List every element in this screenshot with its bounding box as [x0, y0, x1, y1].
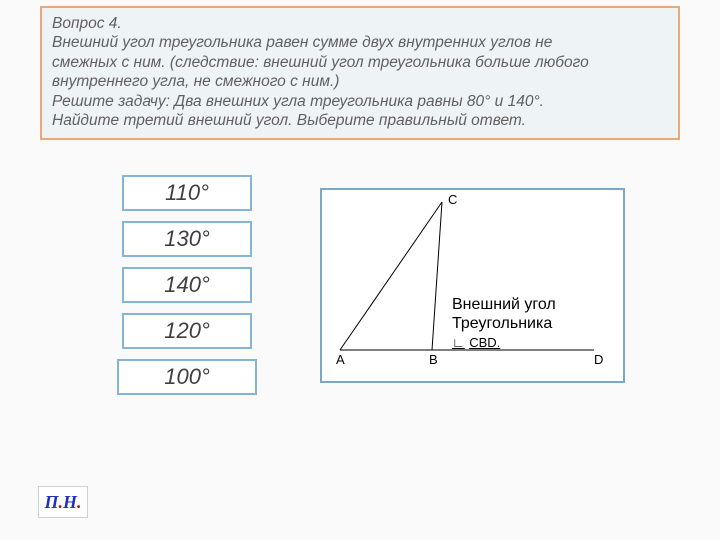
question-title: Вопрос 4. — [52, 15, 122, 32]
svg-text:A: A — [336, 352, 345, 367]
question-line-0: Внешний угол треугольника равен сумме дв… — [52, 34, 552, 51]
caption-line-1: Треугольника — [452, 315, 552, 332]
caption-line-0: Внешний угол — [452, 296, 556, 313]
diagram-box: A B C D Внешний угол Треугольника ∟ CBD. — [320, 188, 625, 383]
question-text: Вопрос 4. Внешний угол треугольника раве… — [52, 14, 668, 130]
question-line-3: Решите задачу: Два внешних угла треуголь… — [52, 93, 544, 110]
svg-text:C: C — [448, 192, 457, 207]
answer-option-4[interactable]: 100° — [117, 359, 257, 395]
angle-label: CBD. — [469, 335, 500, 350]
author-logo: П.Н. — [38, 486, 88, 518]
answer-option-0[interactable]: 110° — [122, 175, 252, 211]
svg-text:B: B — [429, 352, 438, 367]
question-line-4: Найдите третий внешний угол. Выберите пр… — [52, 112, 526, 129]
answers-list: 110° 130° 140° 120° 100° — [122, 175, 257, 405]
logo-part-3: . — [77, 492, 82, 513]
question-box: Вопрос 4. Внешний угол треугольника раве… — [40, 6, 680, 140]
answer-option-3[interactable]: 120° — [122, 313, 252, 349]
logo-part-2: Н — [63, 492, 77, 513]
diagram-caption: Внешний угол Треугольника ∟ CBD. — [452, 295, 556, 353]
question-line-2: внутреннего угла, не смежного с ним.) — [52, 73, 339, 90]
answer-option-1[interactable]: 130° — [122, 221, 252, 257]
answer-option-2[interactable]: 140° — [122, 267, 252, 303]
svg-text:D: D — [594, 352, 603, 367]
question-line-1: смежных с ним. (следствие: внешний угол … — [52, 54, 589, 71]
logo-part-0: П — [44, 492, 58, 513]
angle-symbol: ∟ — [452, 335, 465, 350]
